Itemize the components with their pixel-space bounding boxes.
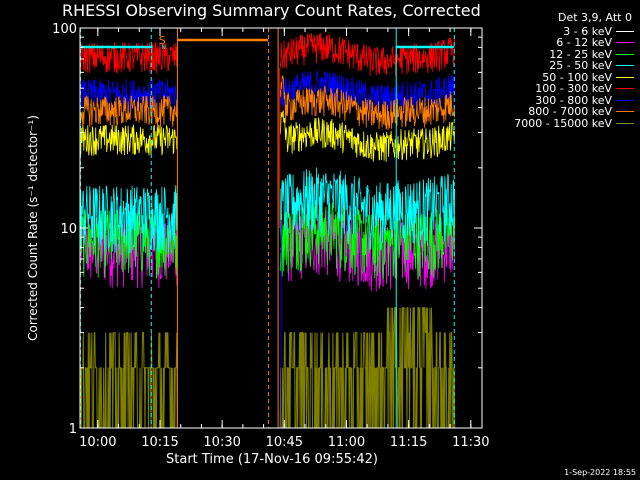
legend-entry-3: 25 - 50 keV	[484, 60, 636, 72]
ytick-label-0: 1	[69, 422, 77, 437]
legend-label: 800 - 7000 keV	[528, 105, 612, 118]
x-axis-label: Start Time (17-Nov-16 09:55:42)	[166, 452, 378, 467]
chart-title: RHESSI Observing Summary Count Rates, Co…	[62, 1, 481, 20]
legend-label: 300 - 800 keV	[535, 93, 612, 107]
legend-label: 6 - 12 keV	[556, 36, 612, 49]
legend-swatch	[616, 76, 634, 78]
legend-entry-4: 50 - 100 keV	[484, 70, 636, 84]
xtick-label-3: 10:45	[266, 435, 303, 450]
xtick-label-5: 11:15	[390, 435, 427, 450]
xtick-label-4: 11:00	[328, 435, 365, 450]
legend: Det 3,9, Att 0 3 - 6 keV 6 - 12 keV 12 - 2…	[484, 12, 636, 129]
xtick-label-6: 11:30	[452, 435, 489, 450]
legend-entry-8: 7000 - 15000 keV	[484, 116, 636, 130]
xtick-label-1: 10:15	[141, 435, 178, 450]
xtick-label-2: 10:30	[203, 435, 240, 450]
footer-timestamp: 1-Sep-2022 18:55	[564, 468, 636, 477]
legend-entry-0: 3 - 6 keV	[484, 24, 636, 38]
legend-label: 12 - 25 keV	[549, 47, 612, 61]
legend-header: Det 3,9, Att 0	[558, 11, 632, 24]
series-line-7	[80, 75, 456, 131]
legend-entry-7: 800 - 7000 keV	[484, 106, 636, 118]
ytick-label-1: 10	[60, 222, 77, 237]
legend-swatch	[616, 88, 634, 90]
legend-swatch	[616, 111, 634, 113]
series-line-4	[80, 109, 456, 163]
series-line-5	[80, 32, 456, 76]
flag-label-n: N	[161, 44, 166, 51]
legend-swatch	[616, 42, 634, 44]
legend-swatch	[616, 122, 634, 124]
legend-swatch	[616, 99, 634, 101]
legend-swatch	[616, 30, 634, 32]
y-axis-label: Corrected Count Rate (s⁻¹ detector⁻¹)	[26, 115, 40, 341]
legend-label: 7000 - 15000 keV	[514, 116, 612, 130]
legend-label: 3 - 6 keV	[563, 24, 612, 38]
ytick-label-2: 100	[52, 22, 77, 37]
legend-entry-1: 6 - 12 keV	[484, 37, 636, 49]
legend-label: 100 - 300 keV	[535, 82, 612, 95]
legend-entry-5: 100 - 300 keV	[484, 83, 636, 95]
legend-swatch	[616, 53, 634, 55]
series-line-8	[80, 307, 456, 429]
flag-label-s: S	[159, 34, 166, 47]
legend-entry-6: 300 - 800 keV	[484, 93, 636, 107]
legend-rows: 3 - 6 keV 6 - 12 keV 12 - 25 keV 25 - 50 ke…	[484, 24, 636, 130]
legend-label: 25 - 50 keV	[549, 59, 612, 72]
xtick-label-0: 10:00	[79, 435, 116, 450]
legend-entry-2: 12 - 25 keV	[484, 47, 636, 61]
legend-swatch	[616, 65, 634, 67]
legend-label: 50 - 100 keV	[542, 70, 612, 84]
series-line-3	[80, 167, 456, 254]
